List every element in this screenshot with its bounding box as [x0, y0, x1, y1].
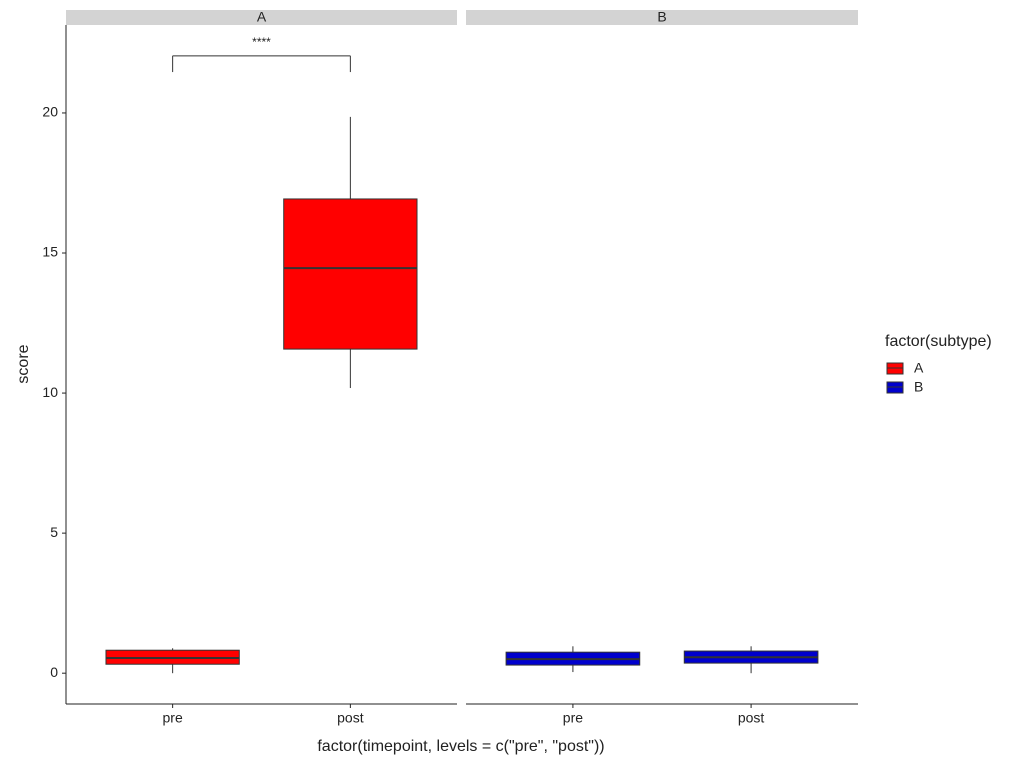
facet-label: A — [257, 9, 267, 25]
x-tick-label: post — [337, 710, 364, 726]
y-tick-label: 0 — [50, 664, 58, 680]
box — [283, 198, 418, 350]
y-axis-title: score — [15, 344, 32, 383]
y-tick-label: 10 — [42, 384, 58, 400]
y-tick-label: 5 — [50, 524, 58, 540]
x-tick-label: pre — [163, 710, 183, 726]
significance-label: **** — [252, 35, 271, 49]
y-tick-label: 20 — [42, 104, 58, 120]
facet-label: B — [657, 9, 666, 25]
x-tick-label: pre — [563, 710, 583, 726]
legend-label: B — [914, 379, 923, 395]
facet-strip — [466, 10, 858, 25]
facet-strip — [66, 10, 457, 25]
y-tick-label: 15 — [42, 244, 58, 260]
x-axis-title: factor(timepoint, levels = c("pre", "pos… — [317, 738, 604, 755]
x-tick-label: post — [738, 710, 765, 726]
legend-title: factor(subtype) — [885, 333, 992, 350]
legend-label: A — [914, 360, 924, 376]
